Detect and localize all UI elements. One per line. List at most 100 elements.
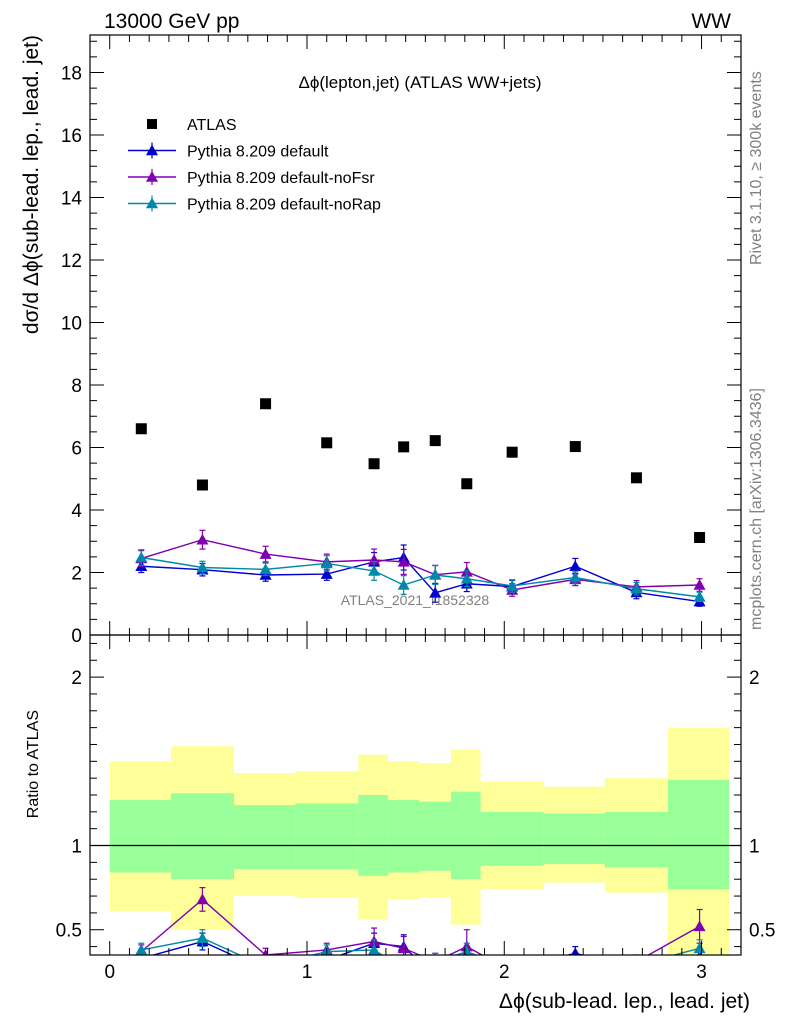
- uncertainty-band-1sigma: [419, 801, 452, 871]
- y-tick-label: 0: [71, 626, 82, 647]
- uncertainty-band-1sigma: [109, 800, 171, 873]
- mc-point-marker: [320, 557, 333, 569]
- ratio-point-marker: [569, 957, 581, 968]
- mc-point-marker: [397, 555, 410, 567]
- mc-point-marker: [569, 571, 582, 583]
- ratio-y-tick-label-right: 2: [749, 668, 760, 689]
- uncertainty-band-1sigma: [480, 811, 544, 866]
- ratio-point-marker: [326, 954, 328, 955]
- uncertainty-band-1sigma: [170, 793, 235, 880]
- ratio-y-axis-label: Ratio to ATLAS: [25, 710, 42, 818]
- mc-point-marker: [196, 533, 209, 545]
- uncertainty-band-1sigma: [668, 779, 730, 890]
- data-point-marker: [260, 398, 272, 410]
- x-tick-labels: 0 1 2 3: [104, 962, 706, 983]
- data-point-marker: [196, 479, 208, 491]
- legend-label: Pythia 8.209 default-noFsr: [187, 170, 375, 187]
- ratio-point-marker: [429, 956, 441, 967]
- ratio-point-marker: [429, 956, 441, 967]
- series-line: [141, 556, 700, 598]
- uncertainty-band-1sigma: [451, 791, 481, 880]
- mcplots-label: mcplots.cern.ch [arXiv:1306.3436]: [748, 388, 765, 630]
- data-point-marker: [506, 446, 518, 458]
- legend-label: Pythia 8.209 default: [187, 144, 329, 161]
- uncertainty-band-1sigma: [358, 795, 388, 876]
- y-tick-label: 2: [71, 564, 82, 585]
- y-tick-label: 10: [61, 314, 82, 335]
- ratio-y-tick-label-left: 1: [71, 837, 82, 858]
- uncertainty-band-1sigma: [387, 800, 420, 873]
- mc-point-marker: [259, 563, 272, 575]
- ratio-point-marker: [569, 957, 581, 968]
- y-tick-label: 16: [61, 126, 82, 147]
- main-y-tick-labels: 0 2 4 6 8 10 12 14 16 18: [61, 64, 83, 648]
- mc-point-marker: [429, 586, 442, 598]
- mc-point-marker: [368, 564, 381, 576]
- main-axis-ticks: [90, 35, 741, 636]
- y-tick-label: 12: [61, 251, 82, 272]
- mc-point-marker: [135, 551, 148, 563]
- data-point-marker: [368, 458, 380, 470]
- ratio-point-marker: [368, 943, 381, 955]
- ratio-y-tick-label-right: 1: [749, 837, 760, 858]
- legend-marker-triangle: [146, 197, 158, 209]
- x-tick-label: 2: [499, 962, 510, 983]
- mc-point-marker: [506, 579, 519, 591]
- mc-point-marker: [693, 579, 706, 590]
- series-line: [141, 538, 700, 591]
- ratio-point-marker: [630, 959, 642, 970]
- mc-point-marker: [397, 579, 410, 590]
- main-panel: 0 2 4 6 8 10 12 14 16 18 ATLAS_2021_I1852328 Δϕ(l…: [20, 34, 742, 648]
- ratio-series-line: [140, 898, 700, 955]
- data-point-marker: [429, 435, 441, 447]
- ratio-point-marker: [398, 962, 410, 973]
- ratio-point-marker: [397, 942, 410, 954]
- ratio-point-marker: [571, 947, 580, 955]
- data-point-marker: [398, 441, 410, 453]
- legend-marker-square: [147, 119, 157, 129]
- mc-point-marker: [196, 561, 209, 573]
- uncertainty-band-1sigma: [234, 805, 296, 870]
- ratio-point-marker: [630, 962, 642, 973]
- legend-label: ATLAS: [187, 117, 237, 134]
- ratio-point-marker: [196, 893, 209, 905]
- ratio-frame: [89, 634, 742, 956]
- ratio-point-marker: [260, 961, 272, 972]
- ratio-data-layer: [135, 887, 706, 982]
- legend-marker-triangle: [146, 144, 158, 156]
- analysis-watermark: ATLAS_2021_I1852328: [341, 592, 490, 608]
- x-tick-label: 3: [696, 962, 707, 983]
- y-tick-label: 14: [61, 189, 83, 210]
- ratio-panel: 0.5 0.5 1 1 2 2 0 1 2 3 Ratio to ATLAS Δϕ(sub-le…: [25, 634, 776, 1013]
- mc-point-marker: [693, 590, 706, 602]
- legend: ATLAS Pythia 8.209 default Pythia 8.209 de…: [128, 117, 381, 214]
- mc-point-marker: [460, 572, 473, 584]
- ratio-point-marker: [260, 964, 272, 975]
- ratio-series-line: [141, 937, 700, 955]
- y-tick-label: 4: [71, 501, 82, 522]
- ratio-axis-ticks: [90, 635, 741, 955]
- mc-point-marker: [320, 568, 333, 579]
- mc-point-marker: [630, 582, 643, 594]
- ratio-point-marker: [429, 971, 441, 982]
- ratio-y-tick-labels: 0.5 0.5 1 1 2 2: [56, 668, 776, 942]
- rivet-version-label: Rivet 3.1.10, ≥ 300k events: [748, 71, 765, 265]
- data-point-marker: [694, 532, 706, 543]
- mc-point-marker: [259, 548, 272, 559]
- ratio-uncertainty-bands: [109, 727, 730, 955]
- ratio-point-marker: [693, 942, 706, 954]
- legend-marker-triangle: [146, 171, 158, 182]
- mc-point-marker: [569, 560, 582, 572]
- ratio-point-marker: [693, 920, 706, 932]
- ratio-y-tick-label-right: 0.5: [749, 921, 775, 942]
- mc-point-marker: [429, 569, 442, 580]
- data-point-marker: [569, 441, 581, 453]
- series-line: [141, 556, 700, 603]
- ratio-series-line: [150, 940, 585, 955]
- legend-label: Pythia 8.209 default-noRap: [187, 197, 381, 214]
- ratio-point-marker: [461, 945, 472, 955]
- uncertainty-band-1sigma: [295, 803, 359, 870]
- y-tick-label: 18: [61, 64, 82, 85]
- header-energy-label: 13000 GeV pp: [104, 10, 239, 33]
